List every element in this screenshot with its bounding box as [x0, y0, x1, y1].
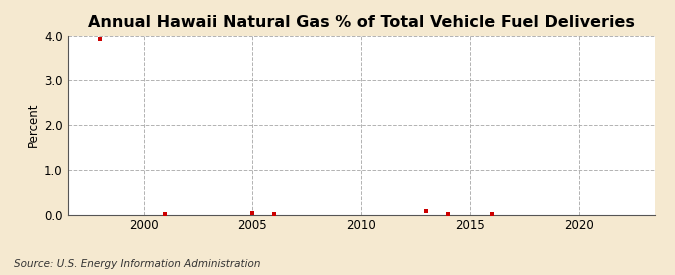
- Point: [247, 211, 258, 215]
- Point: [95, 37, 105, 41]
- Y-axis label: Percent: Percent: [27, 103, 40, 147]
- Point: [269, 211, 279, 216]
- Point: [486, 211, 497, 216]
- Point: [443, 211, 454, 216]
- Point: [160, 211, 171, 216]
- Point: [421, 209, 432, 214]
- Text: Source: U.S. Energy Information Administration: Source: U.S. Energy Information Administ…: [14, 259, 260, 269]
- Title: Annual Hawaii Natural Gas % of Total Vehicle Fuel Deliveries: Annual Hawaii Natural Gas % of Total Veh…: [88, 15, 634, 31]
